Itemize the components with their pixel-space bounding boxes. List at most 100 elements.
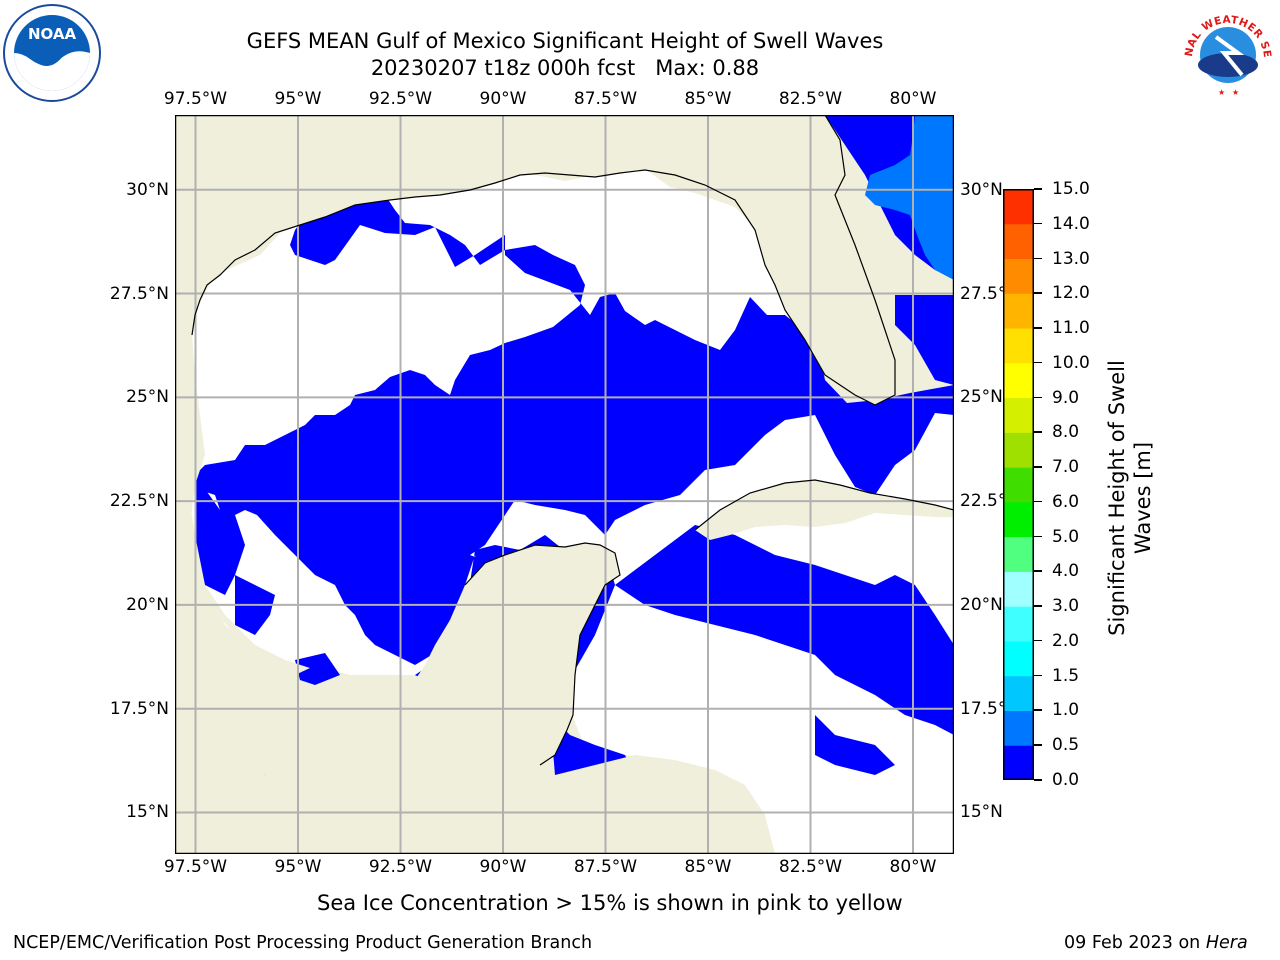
colorbar-tick-label: 1.0 [1052, 700, 1080, 721]
lon-tick-top: 92.5°W [368, 89, 433, 109]
lat-tick-right: 30°N [960, 179, 1003, 200]
colorbar-segment [1003, 640, 1034, 677]
colorbar-tick-label: 14.0 [1052, 213, 1090, 234]
lon-tick-bottom: 95°W [274, 857, 322, 877]
map-title: GEFS MEAN Gulf of Mexico Significant Hei… [246, 29, 884, 53]
grid-lines [175, 115, 954, 854]
lon-tick-bottom: 85°W [684, 857, 732, 877]
map-panel [175, 115, 954, 854]
colorbar-segment [1003, 710, 1034, 746]
colorbar-tick-mark [1034, 292, 1042, 294]
colorbar-tick-mark [1034, 605, 1042, 607]
colorbar-segment [1003, 745, 1034, 780]
colorbar-tick-label: 15.0 [1052, 179, 1090, 199]
colorbar-tick-mark [1034, 535, 1042, 538]
colorbar-segment [1003, 467, 1034, 503]
colorbar-segment [1003, 362, 1034, 399]
colorbar-segment [1003, 606, 1034, 642]
national-weather-service-logo-icon: NATIONAL WEATHER SERVICE ★ ★ [1178, 3, 1278, 103]
colorbar-tick-mark [1034, 188, 1042, 190]
footer-host: Hera [1205, 933, 1248, 953]
colorbar-tick-label: 0.0 [1052, 770, 1080, 790]
colorbar-segment [1003, 223, 1034, 260]
svg-text:★: ★ [1218, 88, 1225, 97]
sea-ice-note: Sea Ice Concentration > 15% is shown in … [317, 891, 903, 915]
lat-tick-left: 15°N [126, 802, 169, 823]
colorbar-label: Significant Height of Swell Waves [m] [1104, 318, 1156, 678]
colorbar-tick-mark [1034, 327, 1042, 329]
lon-tick-top: 85°W [684, 89, 732, 109]
colorbar-segment [1003, 258, 1034, 294]
lon-tick-top: 97.5°W [163, 89, 228, 109]
colorbar-segment [1003, 328, 1034, 364]
lon-tick-top: 87.5°W [573, 89, 638, 109]
colorbar-segment [1003, 189, 1034, 225]
land-north-america [175, 115, 895, 675]
lat-tick-left: 17.5°N [109, 698, 169, 719]
colorbar-tick-mark [1034, 396, 1042, 399]
lon-tick-bottom: 87.5°W [573, 857, 638, 877]
lat-tick-right: 20°N [960, 594, 1003, 615]
colorbar-tick-mark [1034, 709, 1042, 711]
lon-tick-top: 95°W [274, 89, 322, 109]
footer-branch: NCEP/EMC/Verification Post Processing Pr… [13, 933, 593, 953]
lon-tick-bottom: 80°W [889, 857, 937, 877]
lat-tick-right: 15°N [960, 802, 1003, 823]
lon-tick-top: 90°W [479, 89, 527, 109]
colorbar-tick-mark [1034, 257, 1042, 260]
colorbar-scale [1003, 189, 1034, 780]
land-yucatan [415, 543, 620, 795]
colorbar-border [1003, 189, 1034, 780]
colorbar-label-line2: Waves [m] [1131, 441, 1155, 555]
lon-tick-bottom: 92.5°W [368, 857, 433, 877]
swell-band-0-0.5 [175, 115, 954, 854]
colorbar-tick-mark [1034, 674, 1042, 677]
colorbar-tick-label: 4.0 [1052, 561, 1080, 582]
coastline [191, 115, 954, 766]
colorbar-tick-mark [1034, 744, 1042, 746]
colorbar-tick-label: 2.0 [1052, 630, 1080, 651]
colorbar-tick-label: 9.0 [1052, 387, 1080, 408]
lon-tick-bottom: 97.5°W [163, 857, 228, 877]
colorbar-tick-label: 5.0 [1052, 526, 1080, 547]
colorbar-tick-mark [1034, 639, 1042, 642]
lon-tick-bottom: 82.5°W [778, 857, 843, 877]
lon-tick-bottom: 90°W [479, 857, 527, 877]
colorbar-segment [1003, 293, 1034, 329]
footer-date-text: 09 Feb 2023 on [1064, 933, 1206, 953]
lat-tick-left: 22.5°N [109, 491, 169, 512]
lat-tick-left: 20°N [126, 594, 169, 615]
land-central-america [175, 755, 775, 854]
colorbar-tick-label: 11.0 [1052, 318, 1090, 339]
lon-tick-top: 80°W [889, 89, 937, 109]
lon-tick-top: 82.5°W [778, 89, 843, 109]
svg-text:★: ★ [1232, 88, 1239, 97]
colorbar-tick-mark [1034, 431, 1042, 433]
colorbar-segment [1003, 501, 1034, 538]
colorbar-tick-label: 0.5 [1052, 735, 1080, 756]
lat-tick-right: 25°N [960, 387, 1003, 408]
colorbar-segment [1003, 432, 1034, 468]
colorbar-tick-label: 13.0 [1052, 248, 1090, 269]
colorbar-segment [1003, 536, 1034, 572]
footer-date: 09 Feb 2023 on Hera [1064, 933, 1248, 953]
map-canvas [175, 115, 954, 854]
noaa-logo-text: NOAA [28, 25, 77, 43]
colorbar [1003, 189, 1034, 780]
colorbar-segment [1003, 397, 1034, 433]
colorbar-tick-mark [1034, 361, 1042, 364]
land-cuba [695, 480, 954, 540]
lat-tick-left: 30°N [126, 179, 169, 200]
colorbar-tick-mark [1034, 570, 1042, 572]
colorbar-tick-label: 3.0 [1052, 596, 1080, 617]
lat-tick-left: 25°N [126, 387, 169, 408]
noaa-logo-icon: NOAA [2, 3, 102, 103]
lat-tick-left: 27.5°N [109, 283, 169, 304]
map-border [175, 115, 954, 854]
colorbar-tick-label: 1.5 [1052, 665, 1080, 686]
colorbar-segment [1003, 675, 1034, 711]
colorbar-tick-mark [1034, 500, 1042, 503]
map-subtitle: 20230207 t18z 000h fcst Max: 0.88 [370, 56, 760, 80]
colorbar-tick-label: 8.0 [1052, 422, 1080, 443]
colorbar-label-line1: Significant Height of Swell [1105, 360, 1129, 636]
